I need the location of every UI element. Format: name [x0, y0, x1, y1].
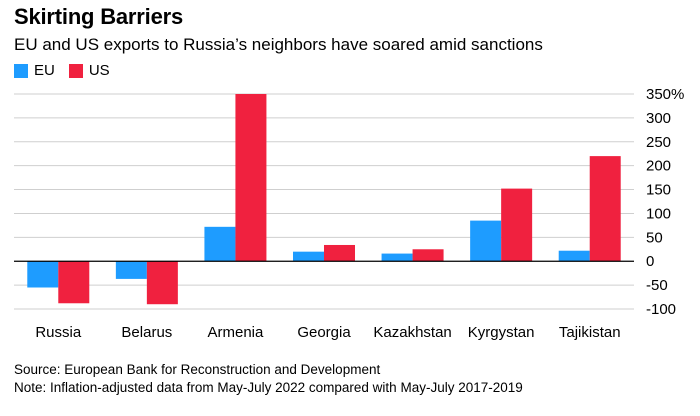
- x-tick-label: Tajikistan: [559, 324, 621, 341]
- legend-item-us: US: [68, 62, 110, 79]
- bar-us-tajikistan: [589, 156, 621, 262]
- legend-label-eu: EU: [34, 62, 55, 79]
- bar-eu-belarus: [115, 261, 147, 279]
- bar-us-belarus: [146, 261, 178, 305]
- bar-chart: -100 -50 0 50 100 150 200 250 300 350% Russia Bela…: [14, 86, 684, 341]
- x-tick-label: Russia: [35, 324, 82, 341]
- y-axis-ticks: -100 -50 0 50 100 150 200 250 300 350%: [646, 86, 684, 318]
- bar-eu-tajikistan: [558, 250, 590, 262]
- legend-swatch-us: [68, 63, 83, 78]
- bar-eu-kazakhstan: [381, 253, 413, 262]
- y-tick-label: 0: [646, 253, 654, 270]
- bar-eu-georgia: [293, 251, 324, 262]
- bar-eu-armenia: [204, 226, 236, 262]
- x-tick-label: Armenia: [207, 324, 264, 341]
- x-tick-label: Kazakhstan: [373, 324, 451, 341]
- bar-us-georgia: [324, 244, 355, 262]
- y-tick-label: 50: [646, 229, 663, 246]
- legend-label-us: US: [88, 62, 110, 79]
- x-tick-label: Georgia: [297, 324, 351, 341]
- gridlines: [14, 93, 634, 310]
- legend-swatch-eu: [14, 63, 28, 78]
- legend-item-eu: EU: [14, 62, 55, 79]
- chart-subtitle: EU and US exports to Russia’s neighbors …: [14, 35, 543, 54]
- y-tick-label: 250: [646, 134, 671, 151]
- y-tick-label: 100: [646, 205, 671, 222]
- y-tick-label: 300: [646, 110, 671, 127]
- y-tick-label: 200: [646, 158, 671, 175]
- bar-us-kazakhstan: [412, 249, 444, 262]
- legend: EU US: [14, 62, 124, 79]
- y-tick-label: 350%: [646, 86, 684, 103]
- x-tick-label: Belarus: [121, 324, 172, 341]
- methodology-note: Note: Inflation-adjusted data from May-J…: [14, 380, 523, 395]
- chart-title: Skirting Barriers: [14, 4, 184, 29]
- bar-us-russia: [58, 261, 90, 304]
- source-note: Source: European Bank for Reconstruction…: [14, 362, 381, 377]
- x-axis-ticks: Russia Belarus Armenia Georgia Kazakhstan Kyr…: [35, 324, 620, 341]
- bar-eu-russia: [27, 261, 59, 288]
- bar-us-kyrgystan: [501, 188, 533, 262]
- x-tick-label: Kyrgystan: [468, 324, 535, 341]
- bar-eu-kyrgystan: [470, 220, 502, 262]
- y-tick-label: -50: [646, 277, 668, 294]
- y-tick-label: 150: [646, 182, 671, 199]
- y-tick-label: -100: [646, 301, 676, 318]
- bars: [27, 94, 621, 305]
- bar-us-armenia: [235, 94, 267, 262]
